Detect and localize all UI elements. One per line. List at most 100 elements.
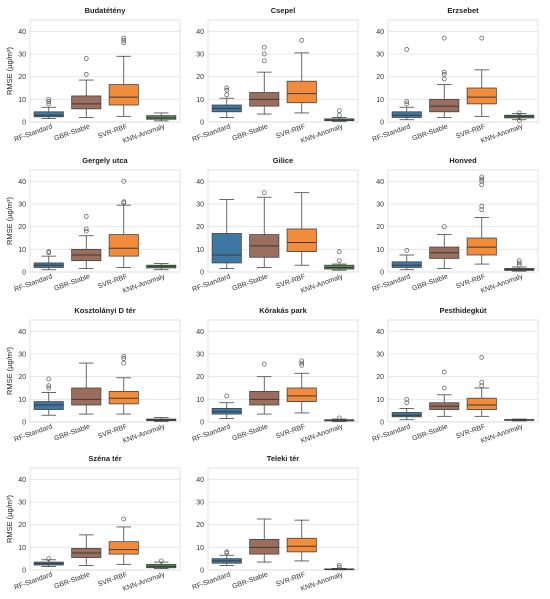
y-tick-label: 20 — [376, 74, 384, 81]
box-gbr-stable: GBR-Stable — [411, 35, 460, 143]
y-tick-label: 0 — [22, 568, 26, 575]
box-knn-anomaly: KNN-Anomaly — [300, 415, 355, 445]
panel-title: Csepel — [271, 6, 296, 15]
outlier-point — [83, 56, 89, 61]
y-tick-label: 0 — [380, 420, 384, 427]
box-iqr — [286, 537, 317, 553]
plot-frame — [387, 19, 539, 123]
outlier-point — [336, 258, 342, 264]
outlier-point — [441, 35, 447, 41]
y-axis-label: RMSE (µg/m³) — [5, 346, 14, 395]
y-tick-label: 40 — [18, 477, 26, 484]
outlier-point — [479, 383, 485, 389]
outlier-point — [83, 226, 89, 232]
outlier-point — [479, 355, 485, 360]
outlier-point — [158, 558, 164, 564]
y-tick-label: 20 — [196, 224, 204, 231]
panel-gilice: Gilice 0 10 20 30 40 RF-Standard GBR-Stable SVR-… — [191, 156, 359, 295]
y-tick-label: 30 — [376, 202, 384, 209]
y-tick-label: 10 — [196, 247, 204, 254]
outlier-point — [224, 393, 230, 399]
outlier-point — [46, 99, 52, 104]
y-tick-label: 20 — [376, 374, 384, 381]
y-tick-label: 10 — [18, 545, 26, 552]
box-knn-anomaly: KNN-Anomaly — [480, 418, 535, 445]
outlier-point — [261, 51, 267, 57]
x-tick-label: GBR-Stable — [53, 571, 91, 590]
y-tick-label: 40 — [196, 29, 204, 36]
y-tick-label: 10 — [196, 97, 204, 104]
box-svr-rbf: SVR-RBF — [275, 519, 317, 588]
box-iqr — [33, 401, 64, 410]
y-tick-label: 20 — [18, 522, 26, 529]
outlier-point — [441, 69, 447, 75]
outlier-point — [261, 44, 267, 50]
outlier-point — [46, 385, 52, 391]
y-tick-label: 10 — [196, 397, 204, 404]
box-rf-standard: RF-Standard — [13, 376, 64, 444]
y-tick-label: 10 — [376, 97, 384, 104]
outlier-point — [441, 72, 447, 77]
outlier-point — [83, 228, 89, 234]
x-tick-label: KNN-Anomaly — [300, 123, 345, 145]
box-gbr-stable: GBR-Stable — [53, 214, 102, 293]
panel-title: Budatétény — [85, 6, 127, 15]
y-tick-label: 30 — [376, 352, 384, 359]
x-tick-label: RF-Standard — [13, 273, 53, 293]
y-tick-label: 10 — [376, 247, 384, 254]
x-tick-label: GBR-Stable — [411, 123, 449, 142]
y-tick-label: 10 — [196, 545, 204, 552]
outlier-point — [404, 400, 410, 406]
x-tick-label: GBR-Stable — [231, 571, 269, 590]
x-tick-label: RF-Standard — [191, 423, 231, 443]
outlier-point — [224, 87, 230, 93]
outlier-point — [224, 92, 230, 98]
outlier-point — [299, 362, 305, 368]
outlier-point — [404, 47, 410, 52]
x-tick-label: RF-Standard — [371, 423, 411, 443]
y-tick-label: 20 — [196, 374, 204, 381]
outlier-point — [336, 249, 342, 254]
y-tick-label: 30 — [196, 500, 204, 507]
outlier-point — [299, 38, 305, 43]
plot-frame — [29, 19, 181, 123]
box-knn-anomaly: KNN-Anomaly — [300, 108, 355, 145]
y-tick-label: 0 — [380, 270, 384, 277]
outlier-point — [224, 85, 230, 91]
outlier-point — [121, 38, 127, 43]
x-tick-label: KNN-Anomaly — [480, 123, 525, 145]
box-gbr-stable: GBR-Stable — [411, 369, 460, 443]
box-iqr — [108, 390, 139, 405]
box-knn-anomaly: KNN-Anomaly — [122, 262, 177, 295]
y-axis-label: RMSE (µg/m³) — [5, 196, 14, 245]
x-tick-label: RF-Standard — [191, 571, 231, 591]
panel-title: Teleki tér — [267, 454, 299, 463]
box-iqr — [211, 407, 242, 415]
y-tick-label: 0 — [200, 568, 204, 575]
panel-title: Pesthidegkút — [439, 306, 487, 315]
box-iqr — [211, 233, 242, 264]
panel-budateteny: Budatétény 0 10 20 30 40 RMSE (µg/m³) RF-Standa… — [5, 6, 181, 145]
x-tick-label: KNN-Anomaly — [300, 423, 345, 445]
outlier-point — [46, 96, 52, 102]
y-tick-label: 20 — [18, 74, 26, 81]
outlier-point — [336, 108, 342, 114]
y-tick-label: 10 — [18, 97, 26, 104]
box-iqr — [391, 111, 422, 118]
outlier-point — [479, 182, 485, 188]
y-tick-label: 30 — [196, 202, 204, 209]
y-tick-label: 20 — [376, 224, 384, 231]
y-tick-label: 40 — [196, 477, 204, 484]
outlier-point — [336, 563, 342, 568]
outlier-point — [441, 76, 447, 82]
y-tick-label: 30 — [376, 52, 384, 59]
x-tick-label: KNN-Anomaly — [122, 423, 167, 445]
y-tick-label: 30 — [18, 352, 26, 359]
box-svr-rbf: SVR-RBF — [97, 178, 139, 290]
box-iqr — [33, 111, 64, 118]
outlier-point — [121, 356, 127, 361]
panel-teleki-ter: Teleki tér 0 10 20 30 40 RF-Standard GBR-Stable… — [191, 454, 359, 593]
outlier-point — [404, 99, 410, 104]
x-tick-label: GBR-Stable — [411, 273, 449, 292]
y-tick-label: 30 — [196, 52, 204, 59]
